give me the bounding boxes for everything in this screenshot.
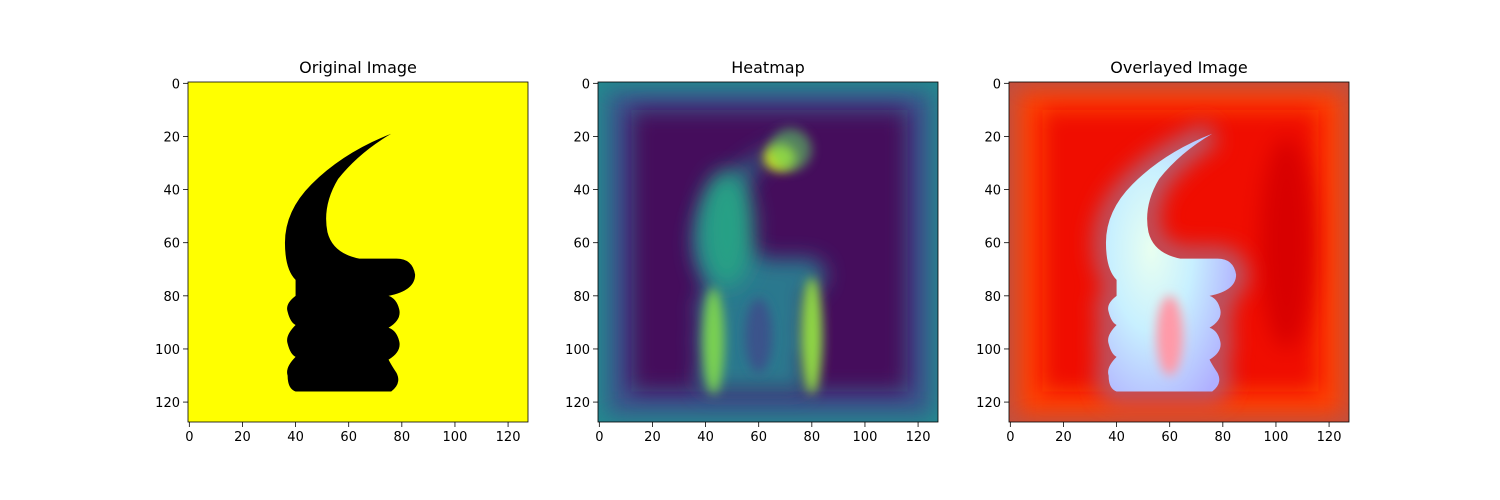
y-tick-label: 60	[573, 237, 590, 252]
x-tick-label: 40	[1108, 430, 1125, 445]
y-tick-label: 20	[163, 130, 180, 145]
y-tick-label: 60	[163, 237, 180, 252]
x-tick-label: 80	[394, 430, 411, 445]
image-heatmap	[598, 82, 938, 422]
y-tick-label: 0	[172, 77, 180, 92]
x-tick-label: 20	[234, 430, 251, 445]
y-tick-label: 0	[582, 77, 590, 92]
y-tick-label: 0	[993, 77, 1001, 92]
y-tick-label: 20	[573, 130, 590, 145]
y-tick-label: 80	[163, 290, 180, 305]
x-tick-label: 60	[340, 430, 357, 445]
x-tick-label: 60	[750, 430, 767, 445]
x-tick-label: 80	[1215, 430, 1232, 445]
y-tick-label: 40	[163, 184, 180, 199]
y-tick-label: 20	[984, 130, 1001, 145]
y-tick-label: 40	[984, 184, 1001, 199]
axes: Original Image 0 20 40 60 80 100 120 0 20 40 60 80 10…	[155, 58, 529, 445]
x-tick-label: 20	[644, 430, 661, 445]
x-tick-label: 20	[1055, 430, 1072, 445]
image-original	[188, 82, 528, 422]
y-tick-label: 100	[155, 343, 180, 358]
x-tick-label: 80	[804, 430, 821, 445]
x-tick-label: 100	[443, 430, 468, 445]
axes-frame	[1008, 81, 1350, 423]
axes-frame	[597, 81, 939, 423]
axes: Overlayed Image 0 20 40 60 80 100 120 0 20 40 60 80 1…	[976, 58, 1350, 445]
y-tick-label: 120	[565, 396, 590, 411]
axes-frame	[187, 81, 529, 423]
y-tick-label: 100	[565, 343, 590, 358]
y-tick-label: 120	[155, 396, 180, 411]
axes-title: Overlayed Image	[1110, 58, 1247, 77]
axes-title: Heatmap	[731, 58, 805, 77]
x-tick-label: 0	[595, 430, 603, 445]
axes: Heatmap 0 20 40 60 80 100 120 0 20 40 60 80 100 120	[565, 58, 939, 445]
x-tick-label: 60	[1161, 430, 1178, 445]
x-tick-label: 120	[1317, 430, 1342, 445]
x-tick-label: 120	[496, 430, 521, 445]
x-tick-label: 0	[185, 430, 193, 445]
image-overlay	[1009, 82, 1349, 422]
x-tick-label: 40	[287, 430, 304, 445]
y-tick-label: 40	[573, 184, 590, 199]
x-tick-label: 100	[1264, 430, 1289, 445]
y-tick-label: 60	[984, 237, 1001, 252]
x-tick-label: 40	[697, 430, 714, 445]
y-tick-label: 100	[976, 343, 1001, 358]
x-tick-label: 100	[853, 430, 878, 445]
x-tick-label: 120	[906, 430, 931, 445]
y-tick-label: 80	[984, 290, 1001, 305]
axes-title: Original Image	[299, 58, 417, 77]
y-tick-label: 120	[976, 396, 1001, 411]
x-tick-label: 0	[1006, 430, 1014, 445]
y-tick-label: 80	[573, 290, 590, 305]
